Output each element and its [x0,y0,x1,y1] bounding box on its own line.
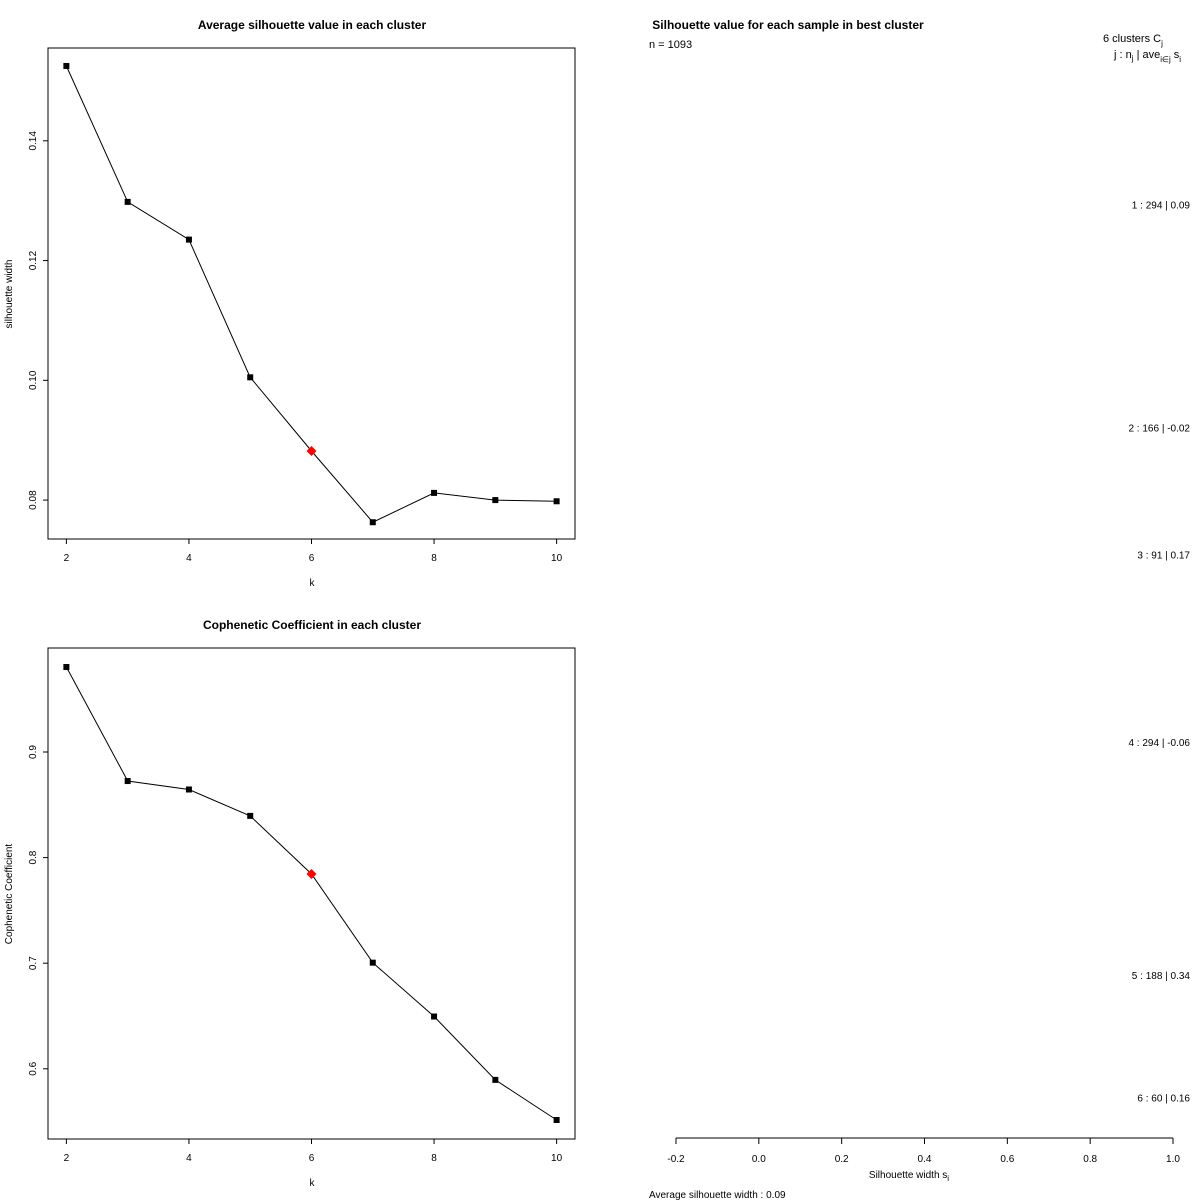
cophenetic-plot-frame [47,647,576,1140]
highlight-point [306,445,317,456]
y-tick-label: 0.12 [28,250,39,270]
cluster-label: 4 : 294 | -0.06 [1128,738,1190,749]
data-point [124,778,131,785]
average-silhouette-footer: Average silhouette width : 0.09 [649,1190,786,1200]
cophenetic-x-label: k [310,1178,316,1189]
data-point [247,812,254,819]
data-point [63,62,70,69]
columns-header-sub-i: i [1179,55,1181,64]
columns-header-ave: | ave [1134,49,1161,61]
columns-header-j: j : n [1113,49,1132,61]
cophenetic-x-axis: 2 4 6 8 10 [64,1139,563,1164]
data-point [492,497,499,504]
x-tick-label: 10 [551,553,563,564]
silhouette-width-axis: -0.2 0.0 0.2 0.4 0.6 0.8 1.0 [667,1138,1180,1165]
data-point [369,519,376,526]
clusters-header-text: 6 clusters C [1103,33,1161,45]
cophenetic-chart-title: Cophenetic Coefficient in each cluster [203,618,421,632]
x-tick-label: 8 [431,553,437,564]
data-point [185,786,192,793]
cophenetic-y-axis: 0.6 0.7 0.8 0.9 [28,745,48,1076]
sample-count-label: n = 1093 [649,39,692,51]
data-point [185,236,192,243]
x-tick-label: -0.2 [667,1154,685,1165]
cluster-label: 3 : 91 | 0.17 [1137,550,1190,561]
x-tick-label: 0.0 [752,1154,766,1165]
x-tick-label: 8 [431,1153,437,1164]
columns-header-s: s [1174,49,1180,61]
y-tick-label: 0.10 [28,370,39,390]
silhouette-width-label-text: Silhouette width s [869,1170,947,1181]
x-tick-label: 0.6 [1000,1154,1014,1165]
cluster-label: 2 : 166 | -0.02 [1128,423,1190,434]
silhouette-line-chart: Average silhouette value in each cluster… [4,18,576,589]
x-tick-label: 0.8 [1083,1154,1097,1165]
cophenetic-series-line [65,666,557,1121]
x-tick-label: 4 [186,1153,192,1164]
x-tick-label: 2 [64,1153,70,1164]
silhouette-width-label-sub: i [947,1174,949,1183]
sample-plot-title: Silhouette value for each sample in best… [652,18,924,32]
x-tick-label: 10 [551,1153,563,1164]
silhouette-plot-frame [47,47,576,540]
x-tick-label: 6 [309,553,315,564]
data-point [369,959,376,966]
silhouette-y-label: silhouette width [4,260,15,329]
data-point [247,374,254,381]
y-tick-label: 0.14 [28,131,39,151]
data-point [124,198,131,205]
y-tick-label: 0.6 [28,1061,39,1075]
columns-header-sub-ij: i∈j [1160,55,1171,64]
silhouette-points [63,62,560,526]
cluster-labels: 1 : 294 | 0.09 2 : 166 | -0.02 3 : 91 | 0.… [1128,201,1190,1105]
silhouette-x-label: k [310,578,316,589]
y-tick-label: 0.7 [28,956,39,970]
x-tick-label: 1.0 [1166,1154,1180,1165]
cluster-label: 5 : 188 | 0.34 [1132,971,1191,982]
data-point [431,1013,438,1020]
data-point [492,1076,499,1083]
silhouette-x-axis: 2 4 6 8 10 [64,539,563,564]
data-point [63,664,70,671]
highlight-point [306,868,317,879]
clusters-header: 6 clusters Cj [1103,33,1163,48]
silhouette-y-axis: 0.08 0.10 0.12 0.14 [28,131,48,510]
clusters-header-sub: j [1160,39,1163,48]
x-tick-label: 0.2 [835,1154,849,1165]
columns-header: j : nj | avei∈j si [1113,49,1181,64]
cophenetic-line-chart: Cophenetic Coefficient in each cluster 2… [4,618,576,1189]
columns-header-sub-j: j [1131,54,1134,63]
cluster-label: 1 : 294 | 0.09 [1132,201,1191,212]
x-tick-label: 2 [64,553,70,564]
y-tick-label: 0.9 [28,745,39,759]
data-point [431,489,438,496]
cophenetic-y-label: Cophenetic Coefficient [4,844,15,945]
data-point [553,498,560,505]
silhouette-sample-plot: Silhouette value for each sample in best… [649,18,1190,1200]
y-tick-label: 0.8 [28,850,39,864]
x-tick-label: 4 [186,553,192,564]
cophenetic-points [63,664,560,1123]
data-point [553,1116,560,1123]
x-tick-label: 0.4 [918,1154,932,1165]
cluster-label: 6 : 60 | 0.16 [1137,1094,1190,1105]
x-tick-label: 6 [309,1153,315,1164]
silhouette-width-label: Silhouette width si [869,1170,949,1183]
silhouette-chart-title: Average silhouette value in each cluster [198,18,427,32]
y-tick-label: 0.08 [28,490,39,510]
